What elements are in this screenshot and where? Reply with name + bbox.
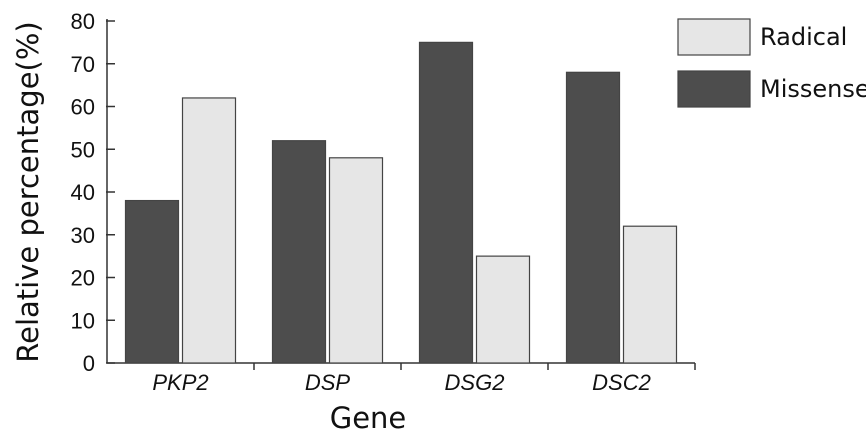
y-axis-title: Relative percentage(%) bbox=[11, 21, 45, 362]
axes: 0 10 20 30 40 50 60 70 80 PKP2 DSP DSG2 DSC2 bbox=[71, 9, 696, 395]
bar-missense-pkp2 bbox=[124, 199, 180, 364]
y-tick-label: 20 bbox=[71, 266, 95, 291]
bar-radical-pkp2 bbox=[181, 97, 237, 364]
y-tick-label: 80 bbox=[71, 9, 95, 34]
legend-swatch-missense bbox=[677, 70, 751, 108]
y-tick-label: 50 bbox=[71, 137, 95, 162]
x-axis-title: Gene bbox=[330, 401, 407, 435]
y-tick-label: 0 bbox=[83, 351, 95, 376]
legend-swatch-radical bbox=[677, 18, 751, 56]
x-tick-label: DSG2 bbox=[445, 370, 505, 395]
bar-radical-dsp bbox=[328, 157, 384, 364]
legend-label-missense: Missense bbox=[760, 75, 866, 103]
bar-missense-dsc2 bbox=[565, 71, 621, 364]
legend-label-radical: Radical bbox=[760, 23, 847, 51]
x-tick-label: DSC2 bbox=[592, 370, 651, 395]
x-tick-label: PKP2 bbox=[152, 370, 208, 395]
y-tick-label: 60 bbox=[71, 95, 95, 120]
y-tick-label: 40 bbox=[71, 180, 95, 205]
y-tick-label: 70 bbox=[71, 52, 95, 77]
bar-radical-dsg2 bbox=[475, 255, 531, 364]
x-tick-label: DSP bbox=[305, 370, 351, 395]
bar-radical-dsc2 bbox=[622, 225, 678, 364]
bar-missense-dsg2 bbox=[418, 41, 474, 364]
bars bbox=[124, 41, 678, 364]
y-tick-label: 30 bbox=[71, 223, 95, 248]
bar-missense-dsp bbox=[271, 140, 327, 364]
y-tick-label: 10 bbox=[71, 308, 95, 333]
legend: Radical Missense bbox=[677, 18, 866, 108]
